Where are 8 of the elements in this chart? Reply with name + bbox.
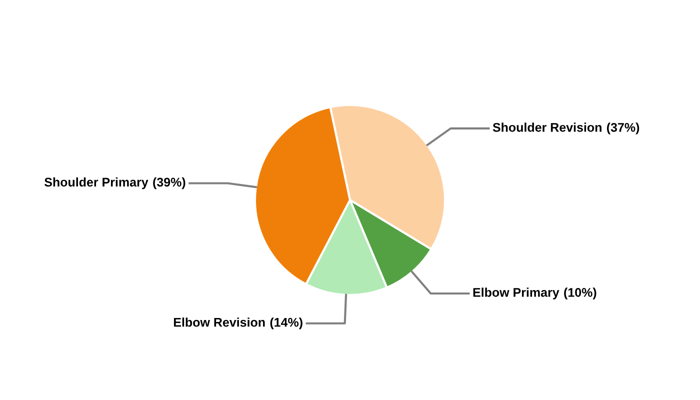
slice-label: Elbow Primary bbox=[473, 288, 560, 300]
data-label: (39%) bbox=[153, 177, 186, 190]
data-label: (14%) bbox=[270, 318, 302, 330]
data-label: (37%) bbox=[606, 122, 640, 134]
slice-label: Shoulder Revision bbox=[492, 122, 602, 132]
data-label: (10%) bbox=[564, 288, 596, 300]
slice-label: Shoulder Primary bbox=[44, 177, 148, 190]
slice-label: Elbow Revision bbox=[174, 318, 265, 327]
